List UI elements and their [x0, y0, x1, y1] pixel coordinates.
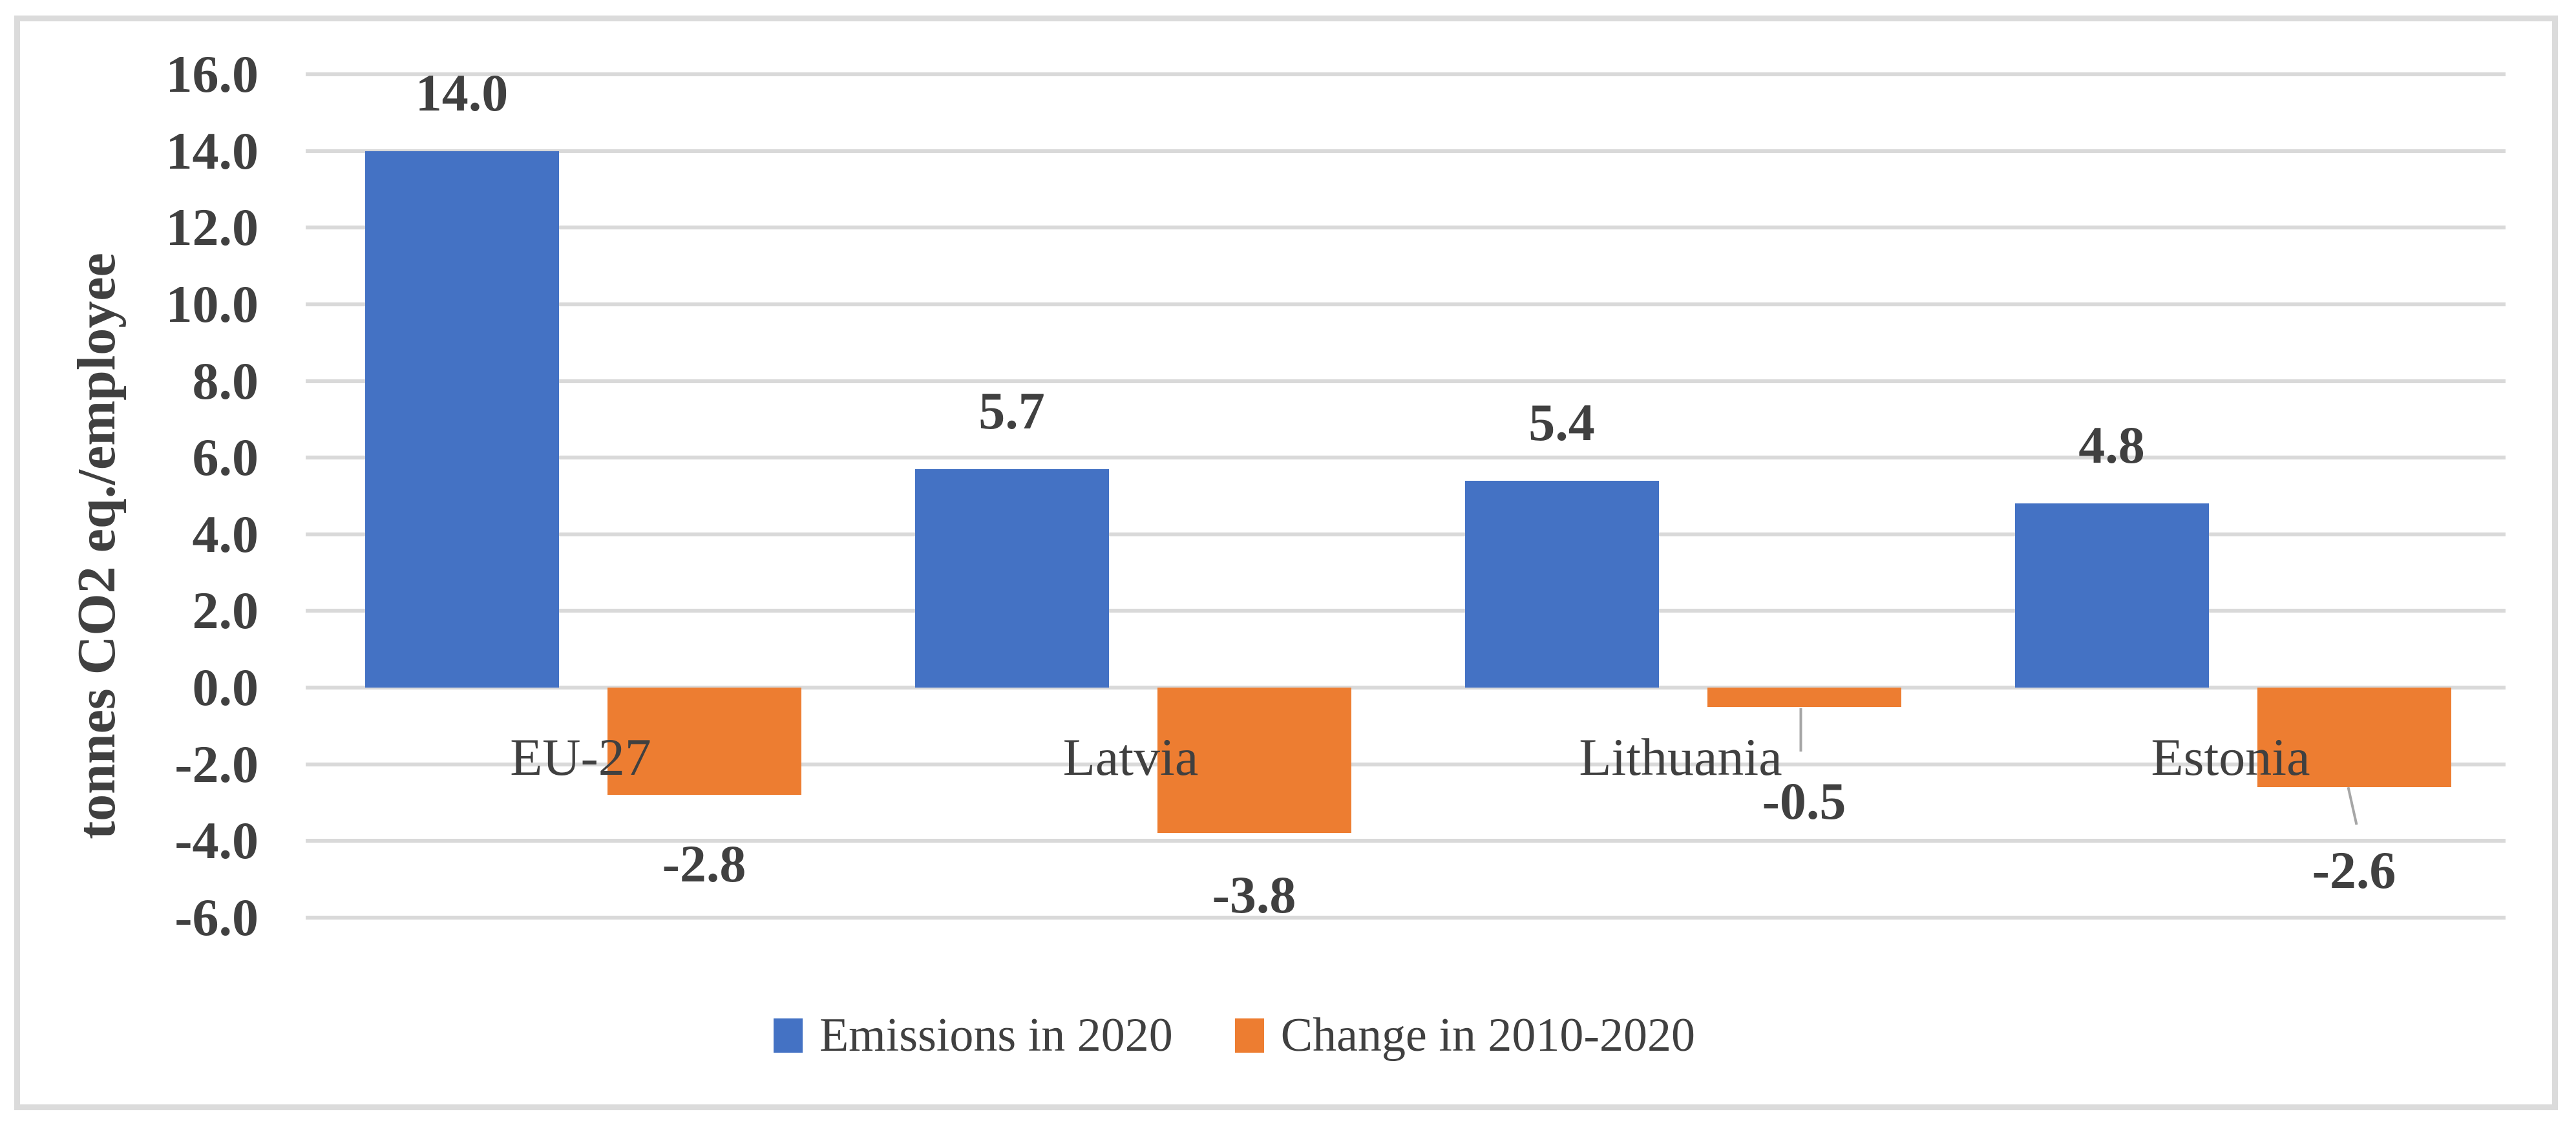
bar-change-latvia — [1157, 688, 1351, 834]
y-tick-label: 16.0 — [165, 45, 259, 104]
data-label-emissions-eu-27: 14.0 — [415, 63, 509, 122]
legend-item-emissions: Emissions in 2020 — [773, 1009, 1173, 1062]
gridline-y-14.0 — [306, 149, 2506, 153]
y-tick-label: 6.0 — [192, 428, 259, 487]
category-label-eu-27: EU-27 — [510, 728, 651, 786]
data-label-change-latvia: -3.8 — [1212, 865, 1296, 924]
y-tick-label: 12.0 — [165, 198, 259, 257]
y-tick-label: -2.0 — [174, 734, 259, 794]
data-label-emissions-lithuania: 5.4 — [1528, 392, 1595, 452]
gridline-y--4.0 — [306, 839, 2506, 843]
gridline-y-10.0 — [306, 302, 2506, 306]
gridline-y--6.0 — [306, 915, 2506, 920]
gridline-y-2.0 — [306, 609, 2506, 613]
gridline-y-8.0 — [306, 379, 2506, 383]
data-label-emissions-estonia: 4.8 — [2078, 416, 2145, 475]
y-tick-label: 0.0 — [192, 658, 259, 717]
y-tick-label: 8.0 — [192, 351, 259, 410]
legend-label-emissions: Emissions in 2020 — [819, 1009, 1173, 1062]
data-label-change-eu-27: -2.8 — [662, 834, 746, 893]
y-tick-label: -6.0 — [174, 887, 259, 947]
legend-label-change: Change in 2010-2020 — [1280, 1009, 1696, 1062]
bar-emissions-latvia — [914, 469, 1109, 688]
category-label-estonia: Estonia — [2151, 728, 2310, 786]
legend-swatch-emissions — [773, 1018, 803, 1053]
y-tick-label: 14.0 — [165, 121, 259, 180]
gridline-y-12.0 — [306, 226, 2506, 230]
y-tick-label: 10.0 — [165, 275, 259, 333]
bar-change-eu-27 — [607, 688, 801, 795]
gridline-y-16.0 — [306, 72, 2506, 77]
legend: Emissions in 2020 Change in 2010-2020 — [0, 1006, 2469, 1065]
gridline-y-4.0 — [306, 532, 2506, 536]
category-label-lithuania: Lithuania — [1579, 728, 1782, 786]
bar-change-lithuania — [1707, 688, 1901, 707]
legend-item-change: Change in 2010-2020 — [1234, 1009, 1696, 1062]
bar-emissions-lithuania — [1464, 480, 1659, 688]
y-tick-label: 2.0 — [192, 581, 259, 640]
gridline-y-6.0 — [306, 456, 2506, 460]
y-tick-label: -4.0 — [174, 811, 259, 870]
data-label-change-lithuania: -0.5 — [1762, 772, 1846, 830]
data-label-emissions-latvia: 5.7 — [978, 381, 1045, 440]
legend-swatch-change — [1234, 1018, 1264, 1053]
y-tick-label: 4.0 — [192, 504, 259, 564]
leader-line-estonia — [2347, 786, 2358, 825]
gridline-y--2.0 — [306, 762, 2506, 766]
bar-change-estonia — [2257, 688, 2451, 788]
category-label-latvia: Latvia — [1062, 728, 1199, 786]
bar-emissions-estonia — [2014, 503, 2209, 688]
data-label-change-estonia: -2.6 — [2312, 841, 2396, 900]
bar-emissions-eu-27 — [364, 151, 559, 688]
gridline-y-0.0 — [306, 686, 2506, 690]
